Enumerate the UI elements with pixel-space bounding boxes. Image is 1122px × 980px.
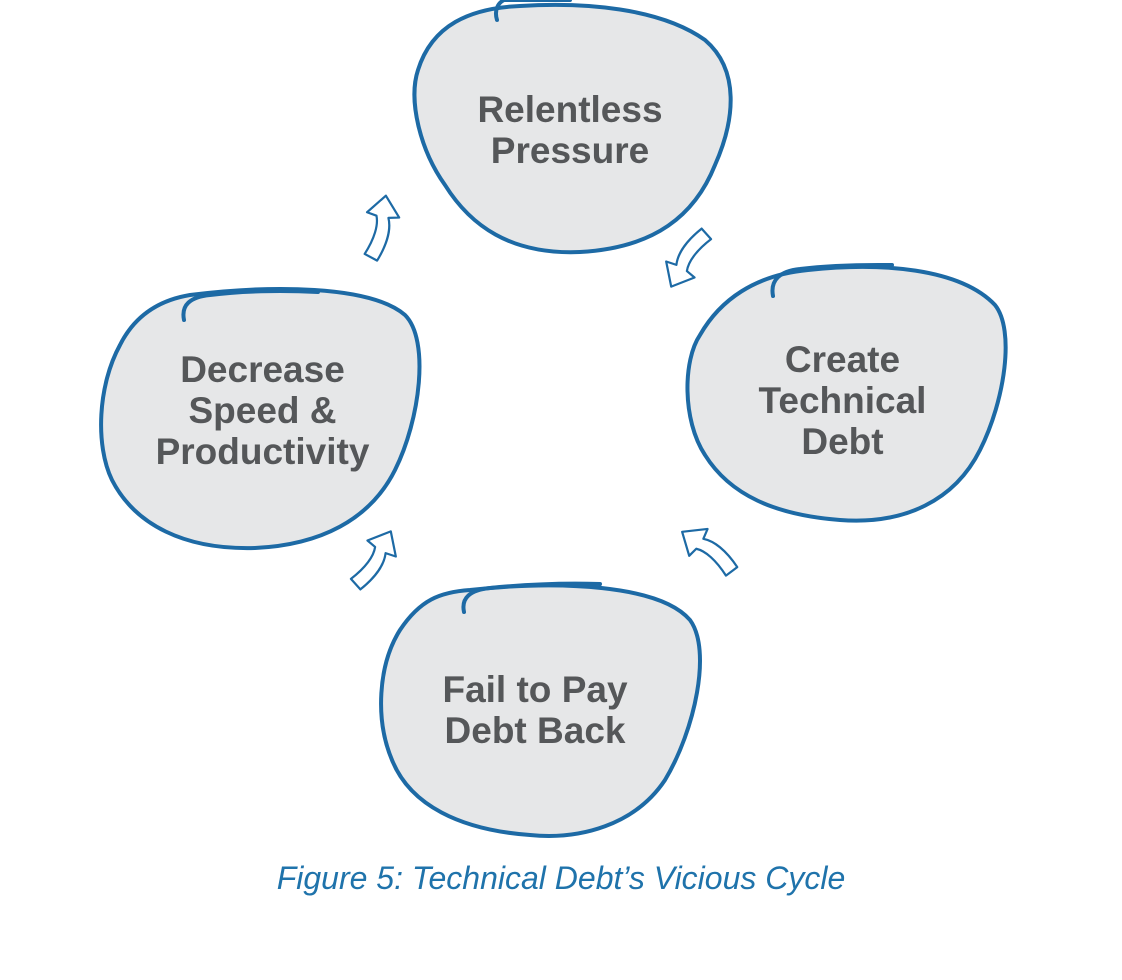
node-label-create-technical-debt: Create Technical Debt [758, 338, 927, 462]
arrow-shape-decrease-to-relentless [363, 194, 401, 262]
node-accent-stroke-fail-to-pay-debt-back [461, 581, 602, 614]
node-blob-relentless-pressure [412, 2, 733, 255]
edge-arrow-relentless-to-create [665, 227, 713, 288]
node-blob-fail-to-pay-debt-back [379, 583, 702, 838]
node-accent-stroke-relentless-pressure [493, 0, 572, 22]
node-label-fail-to-pay-debt-back: Fail to Pay Debt Back [442, 669, 628, 751]
node-accent-stroke-decrease-speed-productivity [181, 289, 320, 322]
node-blob-decrease-speed-productivity [99, 287, 422, 551]
node-create-technical-debt [685, 262, 1008, 523]
node-accent-stroke-create-technical-debt [770, 262, 894, 298]
figure-caption: Figure 5: Technical Debt’s Vicious Cycle [276, 860, 846, 896]
arrow-shape-relentless-to-create [665, 227, 713, 288]
node-relentless-pressure [412, 0, 733, 255]
arrow-shape-create-to-fail [681, 527, 739, 577]
edge-arrow-decrease-to-relentless [363, 194, 401, 262]
edge-arrow-create-to-fail [681, 527, 739, 577]
node-label-decrease-speed-productivity: Decrease Speed & Productivity [155, 348, 370, 472]
arrow-shape-fail-to-decrease [349, 530, 397, 591]
node-fail-to-pay-debt-back [379, 581, 702, 838]
node-blob-create-technical-debt [685, 264, 1008, 523]
node-decrease-speed-productivity [99, 287, 422, 551]
edge-arrow-fail-to-decrease [349, 530, 397, 591]
node-label-relentless-pressure: Relentless Pressure [477, 89, 663, 171]
